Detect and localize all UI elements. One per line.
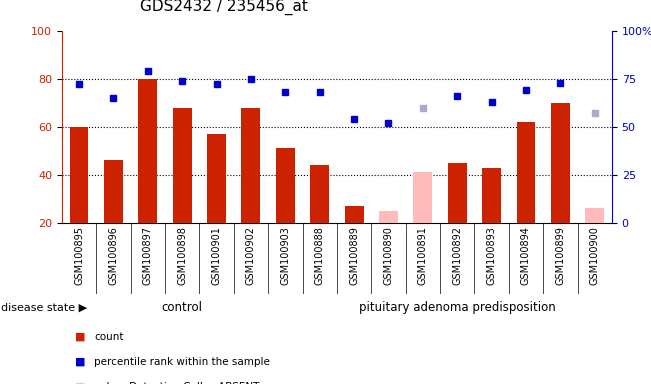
Bar bbox=[448, 163, 467, 223]
Bar bbox=[276, 148, 295, 223]
Text: control: control bbox=[161, 301, 202, 314]
Bar bbox=[516, 122, 535, 223]
Text: GSM100891: GSM100891 bbox=[418, 226, 428, 285]
Text: GDS2432 / 235456_at: GDS2432 / 235456_at bbox=[140, 0, 308, 15]
Text: GSM100896: GSM100896 bbox=[109, 226, 118, 285]
Text: GSM100889: GSM100889 bbox=[349, 226, 359, 285]
Text: GSM100902: GSM100902 bbox=[246, 226, 256, 285]
Text: GSM100894: GSM100894 bbox=[521, 226, 531, 285]
Bar bbox=[139, 79, 158, 223]
Text: GSM100892: GSM100892 bbox=[452, 226, 462, 285]
Text: GSM100899: GSM100899 bbox=[555, 226, 565, 285]
Bar bbox=[70, 127, 89, 223]
Text: ■: ■ bbox=[75, 382, 85, 384]
Bar bbox=[344, 206, 363, 223]
Bar bbox=[173, 108, 191, 223]
Text: GSM100901: GSM100901 bbox=[212, 226, 221, 285]
Text: GSM100897: GSM100897 bbox=[143, 226, 153, 285]
Text: pituitary adenoma predisposition: pituitary adenoma predisposition bbox=[359, 301, 555, 314]
Text: GSM100895: GSM100895 bbox=[74, 226, 84, 285]
Bar bbox=[585, 208, 604, 223]
Text: value, Detection Call = ABSENT: value, Detection Call = ABSENT bbox=[94, 382, 260, 384]
Text: ■: ■ bbox=[75, 357, 85, 367]
Bar bbox=[379, 211, 398, 223]
Bar bbox=[551, 103, 570, 223]
Text: GSM100893: GSM100893 bbox=[486, 226, 497, 285]
Bar bbox=[207, 134, 226, 223]
Text: disease state ▶: disease state ▶ bbox=[1, 303, 87, 313]
Text: GSM100888: GSM100888 bbox=[314, 226, 325, 285]
Text: count: count bbox=[94, 332, 124, 342]
Bar bbox=[311, 165, 329, 223]
Text: percentile rank within the sample: percentile rank within the sample bbox=[94, 357, 270, 367]
Text: ■: ■ bbox=[75, 332, 85, 342]
Text: GSM100900: GSM100900 bbox=[590, 226, 600, 285]
Bar bbox=[242, 108, 260, 223]
Text: GSM100890: GSM100890 bbox=[383, 226, 393, 285]
Text: GSM100898: GSM100898 bbox=[177, 226, 187, 285]
Bar bbox=[482, 167, 501, 223]
Bar bbox=[413, 172, 432, 223]
Bar bbox=[104, 161, 123, 223]
Text: GSM100903: GSM100903 bbox=[281, 226, 290, 285]
